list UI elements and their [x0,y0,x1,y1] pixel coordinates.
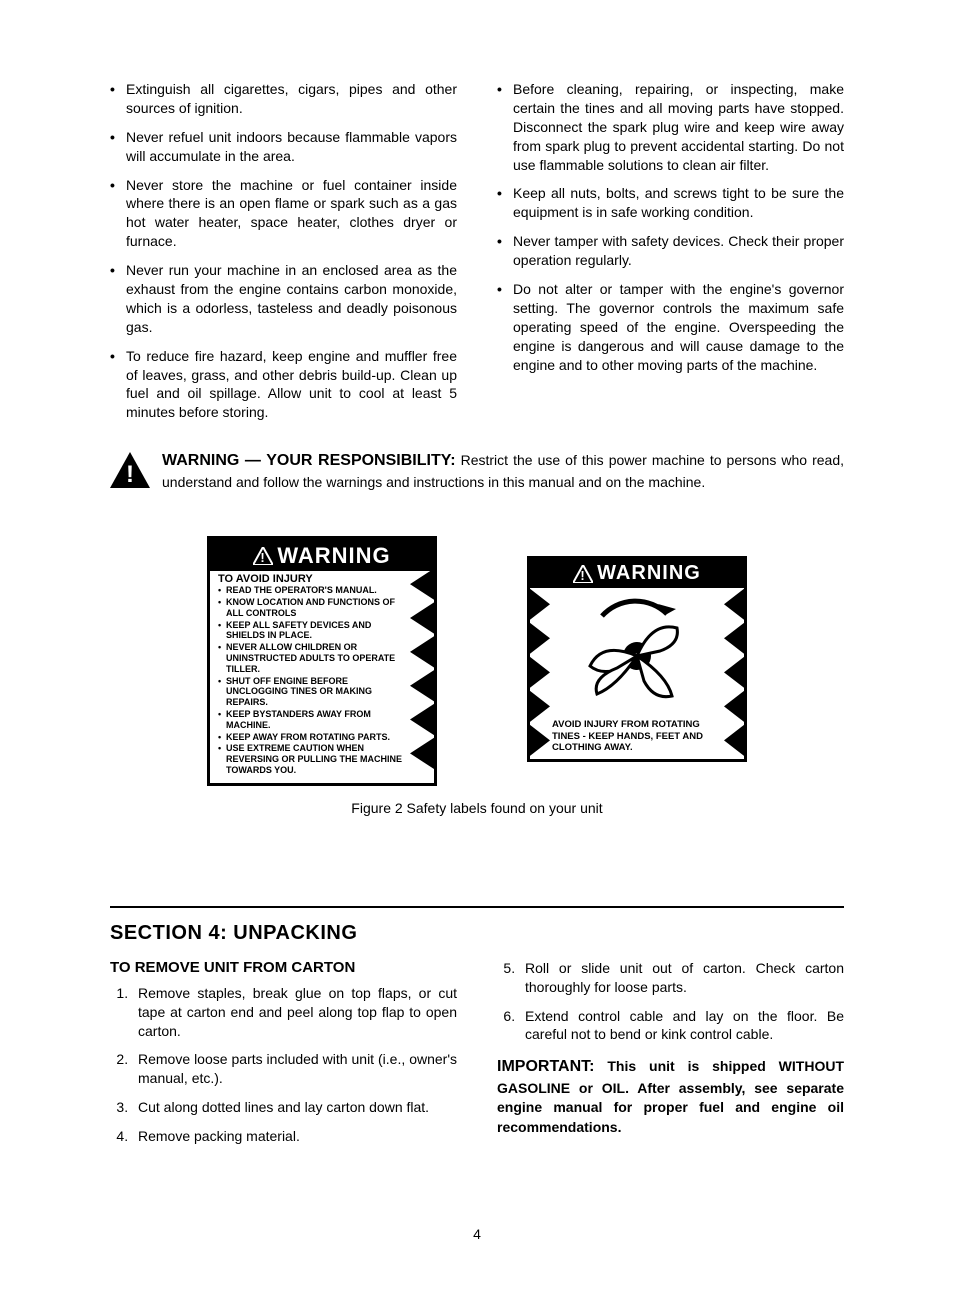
section-4-title: SECTION 4: UNPACKING [110,922,844,945]
label1-item: KNOW LOCATION AND FUNCTIONS OF ALL CONTR… [218,597,404,619]
step-item: Cut along dotted lines and lay carton do… [132,1098,457,1117]
important-block: IMPORTANT: This unit is shipped WITHOUT … [497,1056,844,1137]
label1-body: READ THE OPERATOR'S MANUAL.KNOW LOCATION… [210,585,434,783]
list-item: Never tamper with safety devices. Check … [497,232,844,270]
label1-item: SHUT OFF ENGINE BEFORE UNCLOGGING TINES … [218,676,404,708]
label1-item: NEVER ALLOW CHILDREN OR UNINSTRUCTED ADU… [218,642,404,674]
col-right: Before cleaning, repairing, or inspectin… [497,80,844,432]
safety-labels-row: ! WARNING TO AVOID INJURY READ THE OPERA… [110,536,844,786]
responsibility-text: WARNING — YOUR RESPONSIBILITY: Restrict … [162,450,844,492]
label1-item-list: READ THE OPERATOR'S MANUAL.KNOW LOCATION… [218,585,404,776]
step-item: Remove loose parts included with unit (i… [132,1050,457,1088]
responsibility-lead: WARNING — YOUR RESPONSIBILITY: [162,452,456,469]
bullet-list-left: Extinguish all cigarettes, cigars, pipes… [110,80,457,422]
page-number: 4 [110,1226,844,1242]
label2-header: ! WARNING [530,559,744,588]
bullet-list-right: Before cleaning, repairing, or inspectin… [497,80,844,374]
warning-triangle-icon: ! [573,565,593,583]
steps-list-left: Remove staples, break glue on top flaps,… [110,984,457,1146]
list-item: Do not alter or tamper with the engine's… [497,280,844,374]
label1-head-text: WARNING [277,543,390,569]
svg-text:!: ! [126,461,134,488]
list-item: Extinguish all cigarettes, cigars, pipes… [110,80,457,118]
section-4-body: TO REMOVE UNIT FROM CARTON Remove staple… [110,959,844,1156]
label2-caption: AVOID INJURY FROM ROTATING TINES - KEEP … [530,717,744,759]
section-divider [110,906,844,908]
list-item: Never store the machine or fuel containe… [110,176,457,252]
col-left: Extinguish all cigarettes, cigars, pipes… [110,80,457,432]
figure-caption: Figure 2 Safety labels found on your uni… [110,800,844,816]
label1-subhead: TO AVOID INJURY [210,571,434,585]
warning-triangle-icon: ! [110,452,150,488]
label1-item: USE EXTREME CAUTION WHEN REVERSING OR PU… [218,743,404,775]
page: Extinguish all cigarettes, cigars, pipes… [0,0,954,1302]
svg-text:!: ! [580,568,585,583]
label1-item: READ THE OPERATOR'S MANUAL. [218,585,404,596]
list-item: Never run your machine in an enclosed ar… [110,261,457,337]
list-item: To reduce fire hazard, keep engine and m… [110,347,457,423]
label2-body [530,588,744,717]
svg-text:!: ! [261,550,266,565]
label1-item: KEEP AWAY FROM ROTATING PARTS. [218,732,404,743]
safety-bullets-region: Extinguish all cigarettes, cigars, pipes… [110,80,844,432]
step-item: Roll or slide unit out of carton. Check … [519,959,844,997]
safety-label-1: ! WARNING TO AVOID INJURY READ THE OPERA… [207,536,437,786]
warning-responsibility-block: ! WARNING — YOUR RESPONSIBILITY: Restric… [110,450,844,492]
list-item: Never refuel unit indoors because flamma… [110,128,457,166]
label1-header: ! WARNING [210,539,434,571]
step-item: Remove staples, break glue on top flaps,… [132,984,457,1041]
warning-triangle-icon: ! [253,547,273,565]
step-item: Extend control cable and lay on the floo… [519,1007,844,1045]
label2-head-text: WARNING [597,562,701,585]
list-item: Before cleaning, repairing, or inspectin… [497,80,844,174]
label1-item: KEEP ALL SAFETY DEVICES AND SHIELDS IN P… [218,620,404,642]
steps-list-right: Roll or slide unit out of carton. Check … [497,959,844,1045]
rotating-tines-icon [572,596,702,706]
safety-label-2: ! WARNING AVOID I [527,556,747,762]
important-lead: IMPORTANT: [497,1058,594,1075]
step-item: Remove packing material. [132,1127,457,1146]
section-4-col-right: Roll or slide unit out of carton. Check … [497,959,844,1156]
section-4-subhead: TO REMOVE UNIT FROM CARTON [110,959,457,976]
list-item: Keep all nuts, bolts, and screws tight t… [497,184,844,222]
label1-item: KEEP BYSTANDERS AWAY FROM MACHINE. [218,709,404,731]
section-4-col-left: TO REMOVE UNIT FROM CARTON Remove staple… [110,959,457,1156]
